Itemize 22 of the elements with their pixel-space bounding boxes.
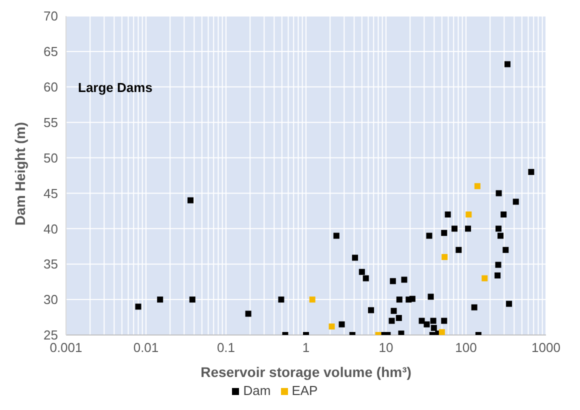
x-tick-label: 1000 bbox=[532, 340, 560, 356]
y-tick-label: 35 bbox=[44, 256, 58, 272]
y-axis-title: Dam Height (m) bbox=[12, 122, 28, 226]
x-tick-label: 1 bbox=[302, 340, 310, 356]
y-tick-label: 25 bbox=[44, 328, 58, 343]
x-tick-label: 0.1 bbox=[216, 340, 236, 356]
y-tick-label: 65 bbox=[44, 44, 58, 60]
y-tick-label: 60 bbox=[44, 80, 58, 95]
x-tick-label: 0.01 bbox=[133, 340, 159, 356]
x-tick-label: 100 bbox=[455, 340, 477, 356]
legend-label: Dam bbox=[243, 383, 271, 398]
x-tick-label: 0.001 bbox=[50, 340, 82, 356]
y-tick-label: 40 bbox=[44, 221, 58, 236]
annotation: Large Dams bbox=[78, 80, 152, 95]
y-tick-label: 50 bbox=[44, 150, 58, 166]
y-tick-label: 55 bbox=[44, 114, 58, 130]
y-tick-label: 70 bbox=[44, 8, 58, 24]
y-tick-label: 30 bbox=[44, 292, 58, 308]
y-tick-label: 45 bbox=[44, 186, 58, 201]
x-axis-title: Reservoir storage volume (hm³) bbox=[200, 364, 412, 380]
legend-label: EAP bbox=[292, 383, 318, 398]
x-tick-label: 10 bbox=[378, 340, 394, 356]
